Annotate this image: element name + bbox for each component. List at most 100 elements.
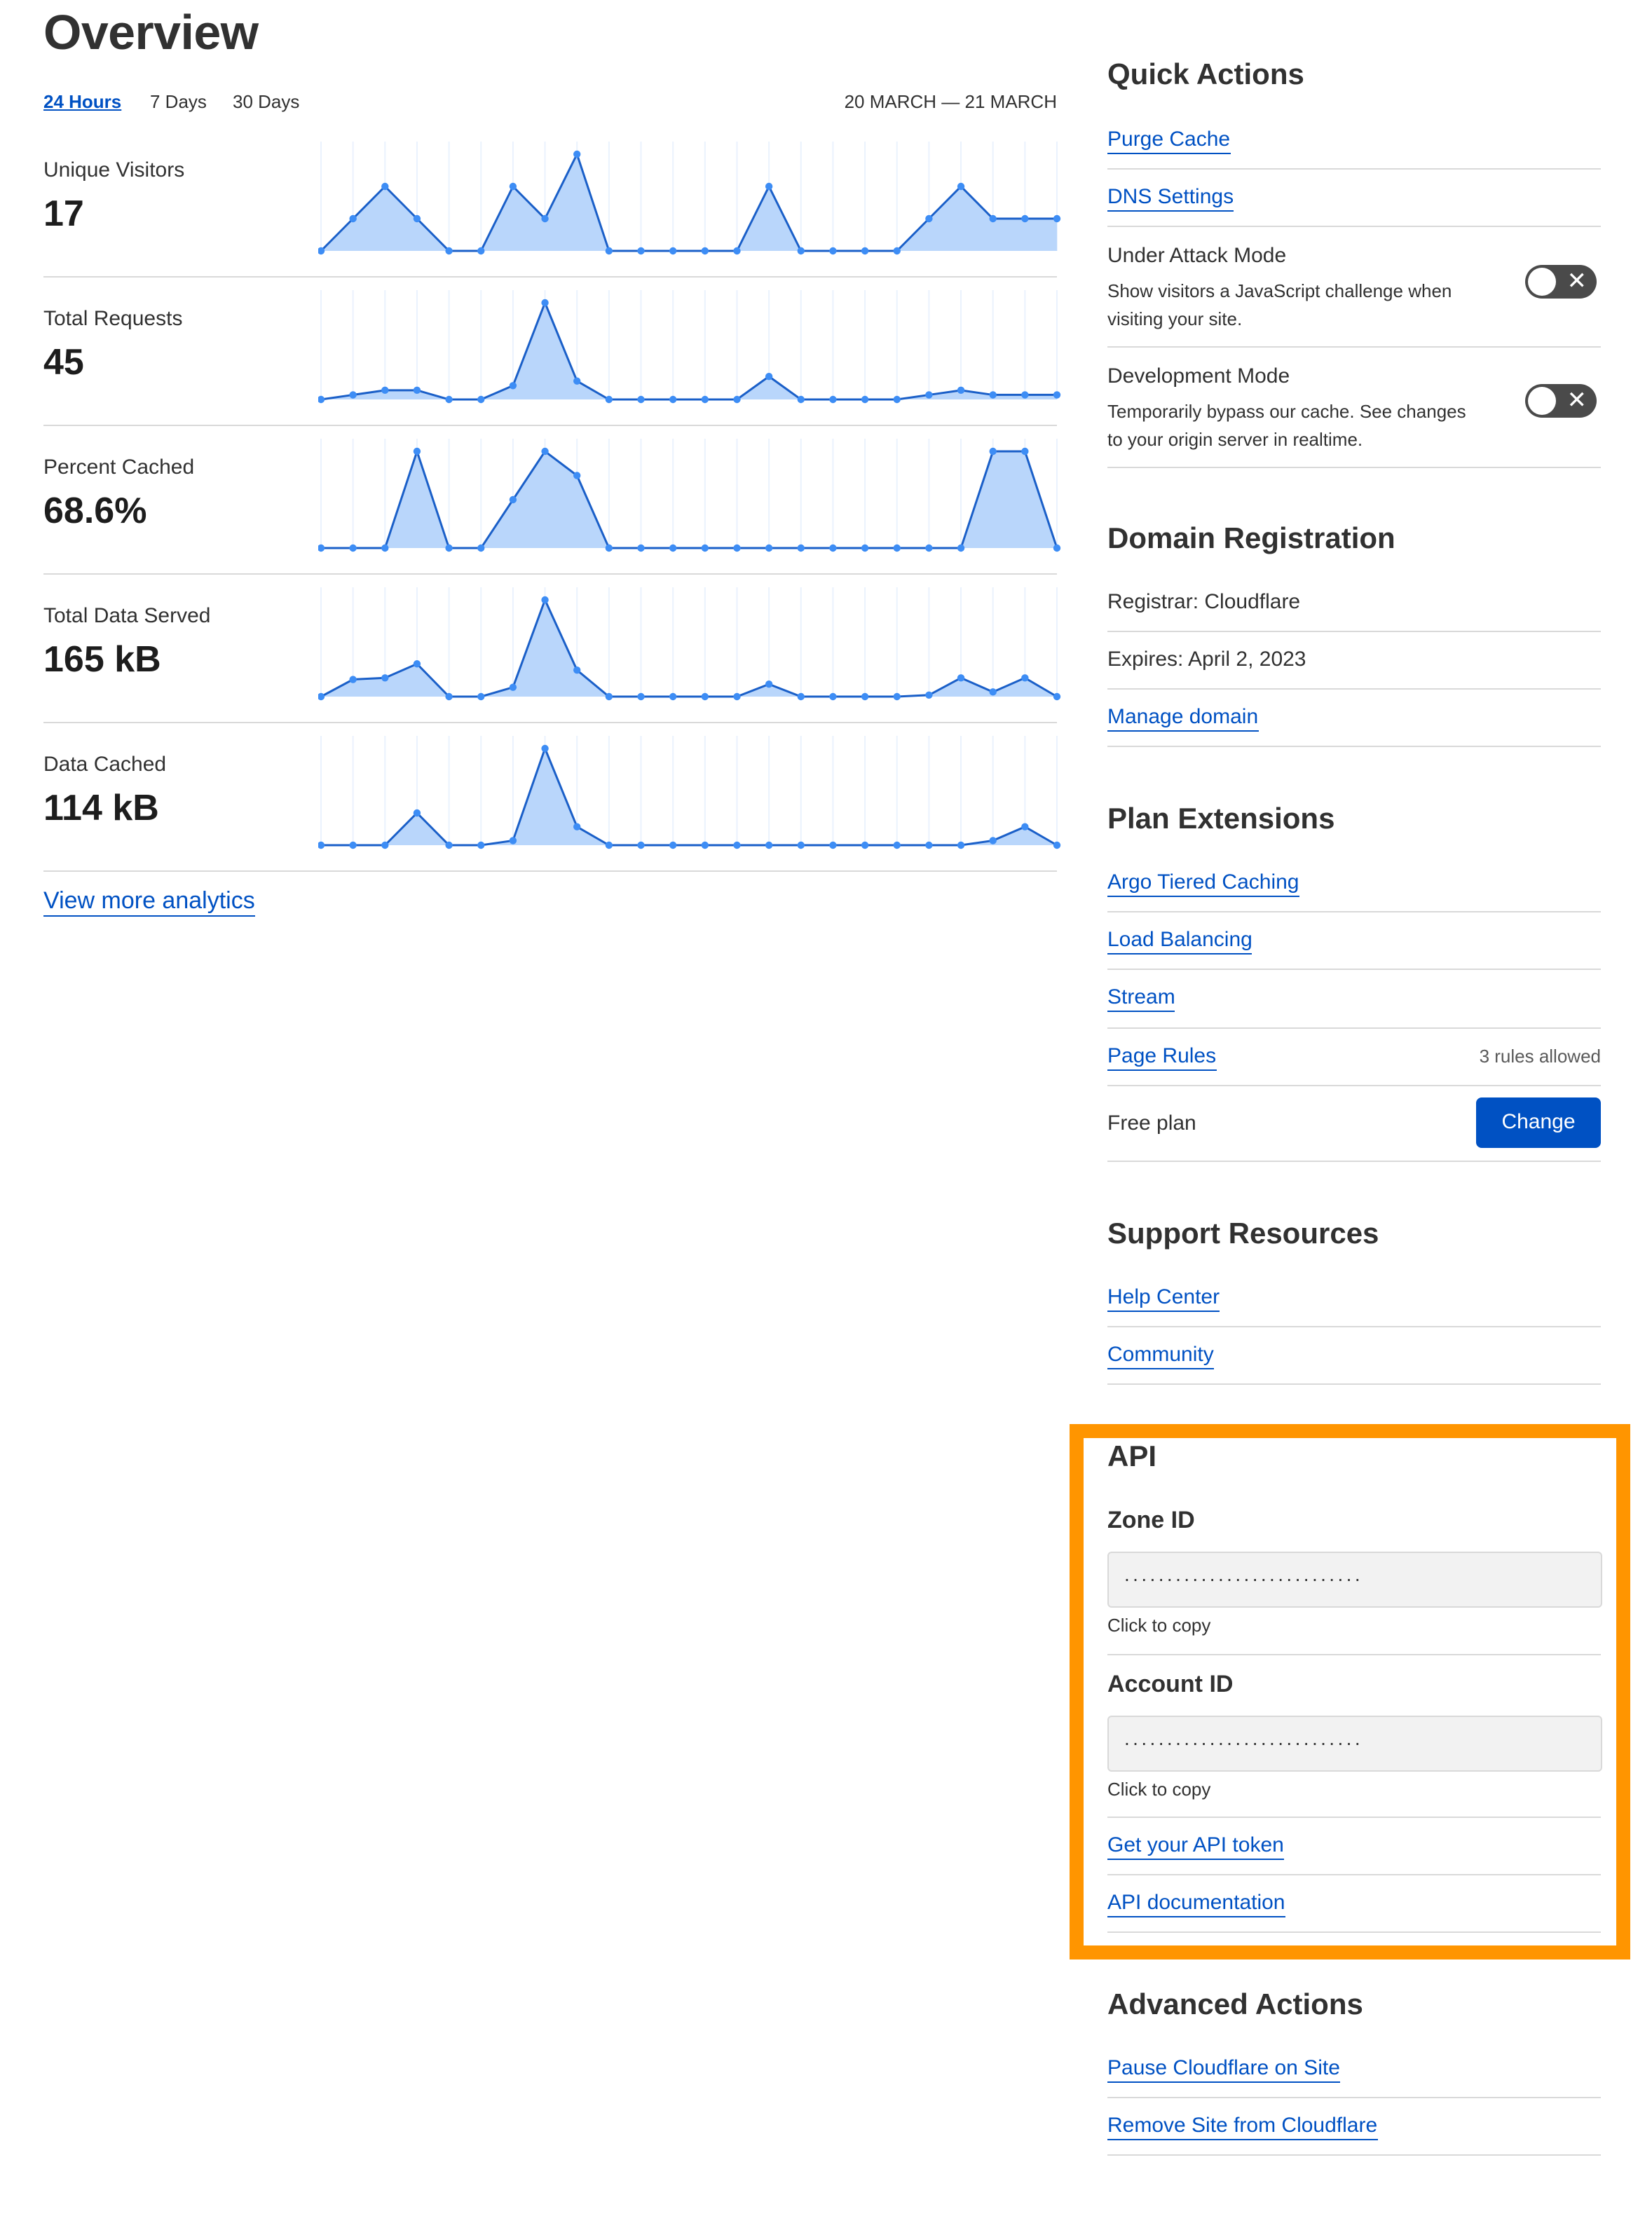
data-point[interactable] xyxy=(893,544,901,552)
data-point[interactable] xyxy=(765,841,773,849)
data-point[interactable] xyxy=(541,299,549,307)
data-point[interactable] xyxy=(413,386,421,395)
data-point[interactable] xyxy=(349,391,357,399)
data-point[interactable] xyxy=(381,386,389,395)
api-documentation-link[interactable]: API documentation xyxy=(1107,1891,1285,1917)
data-point[interactable] xyxy=(701,544,709,552)
data-point[interactable] xyxy=(925,841,933,849)
data-point[interactable] xyxy=(509,495,517,504)
argo-tiered-caching-link[interactable]: Argo Tiered Caching xyxy=(1107,870,1299,897)
data-point[interactable] xyxy=(957,674,965,682)
data-point[interactable] xyxy=(509,837,517,844)
data-point[interactable] xyxy=(669,247,677,255)
data-point[interactable] xyxy=(765,544,773,552)
data-point[interactable] xyxy=(477,395,485,404)
data-point[interactable] xyxy=(541,447,549,456)
data-point[interactable] xyxy=(413,809,421,817)
data-point[interactable] xyxy=(605,544,613,552)
data-point[interactable] xyxy=(893,247,901,255)
under-attack-toggle[interactable]: ✕ xyxy=(1525,265,1597,299)
account-id-field[interactable]: ............................ xyxy=(1107,1716,1602,1772)
data-point[interactable] xyxy=(477,247,485,255)
data-point[interactable] xyxy=(509,683,517,691)
data-point[interactable] xyxy=(637,247,645,255)
data-point[interactable] xyxy=(605,692,613,701)
data-point[interactable] xyxy=(445,544,453,552)
data-point[interactable] xyxy=(477,692,485,701)
data-point[interactable] xyxy=(765,182,773,191)
data-point[interactable] xyxy=(1021,214,1029,223)
data-point[interactable] xyxy=(1021,823,1029,830)
change-plan-button[interactable]: Change xyxy=(1476,1097,1601,1148)
data-point[interactable] xyxy=(637,395,645,404)
data-point[interactable] xyxy=(318,247,325,255)
data-point[interactable] xyxy=(797,544,805,552)
data-point[interactable] xyxy=(573,823,581,830)
data-point[interactable] xyxy=(1021,674,1029,682)
data-point[interactable] xyxy=(637,841,645,849)
data-point[interactable] xyxy=(797,841,805,849)
data-point[interactable] xyxy=(318,395,325,404)
data-point[interactable] xyxy=(861,247,869,255)
pause-cloudflare-link[interactable]: Pause Cloudflare on Site xyxy=(1107,2056,1340,2083)
data-point[interactable] xyxy=(573,666,581,674)
get-api-token-link[interactable]: Get your API token xyxy=(1107,1833,1284,1860)
data-point[interactable] xyxy=(829,395,837,404)
data-point[interactable] xyxy=(477,841,485,849)
data-point[interactable] xyxy=(318,692,325,701)
data-point[interactable] xyxy=(1053,214,1061,223)
stream-link[interactable]: Stream xyxy=(1107,985,1175,1012)
data-point[interactable] xyxy=(605,395,613,404)
data-point[interactable] xyxy=(445,692,453,701)
data-point[interactable] xyxy=(509,382,517,390)
data-point[interactable] xyxy=(701,395,709,404)
data-point[interactable] xyxy=(413,214,421,223)
data-point[interactable] xyxy=(861,692,869,701)
data-point[interactable] xyxy=(381,674,389,682)
data-point[interactable] xyxy=(829,692,837,701)
data-point[interactable] xyxy=(765,680,773,688)
data-point[interactable] xyxy=(349,544,357,552)
data-point[interactable] xyxy=(445,395,453,404)
data-point[interactable] xyxy=(925,391,933,399)
purge-cache-link[interactable]: Purge Cache xyxy=(1107,128,1231,154)
data-point[interactable] xyxy=(829,544,837,552)
data-point[interactable] xyxy=(381,544,389,552)
data-point[interactable] xyxy=(1053,544,1061,552)
data-point[interactable] xyxy=(733,395,741,404)
tab-7-days[interactable]: 7 Days xyxy=(150,91,207,112)
data-point[interactable] xyxy=(733,841,741,849)
data-point[interactable] xyxy=(1021,447,1029,456)
data-point[interactable] xyxy=(829,841,837,849)
view-more-analytics-link[interactable]: View more analytics xyxy=(43,887,255,917)
tab-24-hours[interactable]: 24 Hours xyxy=(43,91,122,112)
data-point[interactable] xyxy=(573,472,581,479)
data-point[interactable] xyxy=(1021,391,1029,399)
data-point[interactable] xyxy=(957,182,965,191)
help-center-link[interactable]: Help Center xyxy=(1107,1285,1220,1312)
load-balancing-link[interactable]: Load Balancing xyxy=(1107,928,1252,955)
data-point[interactable] xyxy=(733,544,741,552)
data-point[interactable] xyxy=(1053,391,1061,399)
dns-settings-link[interactable]: DNS Settings xyxy=(1107,185,1234,212)
data-point[interactable] xyxy=(701,841,709,849)
community-link[interactable]: Community xyxy=(1107,1343,1214,1369)
data-point[interactable] xyxy=(669,692,677,701)
data-point[interactable] xyxy=(318,544,325,552)
data-point[interactable] xyxy=(701,692,709,701)
data-point[interactable] xyxy=(925,691,933,699)
data-point[interactable] xyxy=(381,182,389,191)
data-point[interactable] xyxy=(733,692,741,701)
data-point[interactable] xyxy=(957,386,965,395)
data-point[interactable] xyxy=(605,247,613,255)
zone-id-field[interactable]: ............................ xyxy=(1107,1552,1602,1608)
page-rules-link[interactable]: Page Rules xyxy=(1107,1044,1217,1071)
data-point[interactable] xyxy=(413,447,421,456)
data-point[interactable] xyxy=(893,395,901,404)
data-point[interactable] xyxy=(1053,692,1061,701)
data-point[interactable] xyxy=(541,596,549,604)
manage-domain-link[interactable]: Manage domain xyxy=(1107,705,1259,732)
data-point[interactable] xyxy=(861,544,869,552)
data-point[interactable] xyxy=(925,544,933,552)
data-point[interactable] xyxy=(765,372,773,381)
